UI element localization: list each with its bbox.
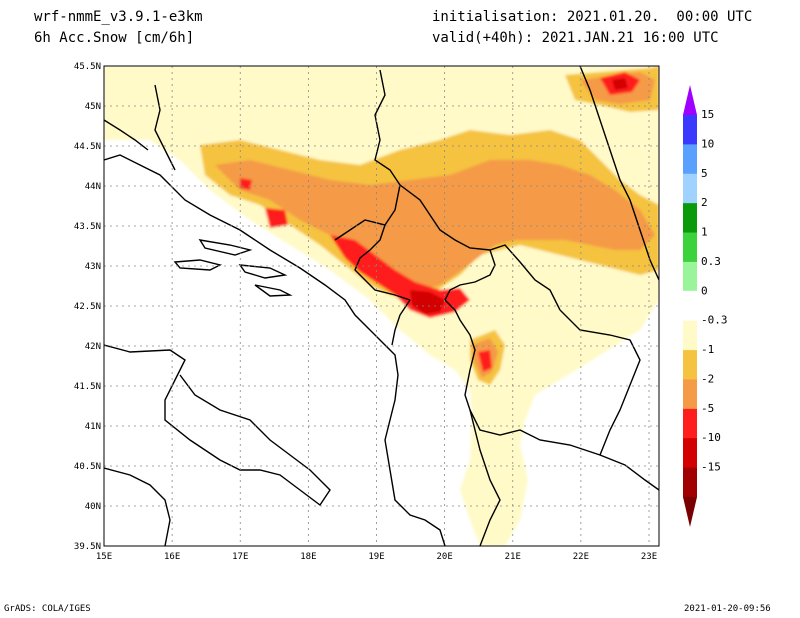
- valid-time: valid(+40h): 2021.JAN.21 16:00 UTC: [432, 30, 719, 46]
- lon-label: 22E: [573, 552, 589, 562]
- lat-label: 41N: [85, 422, 101, 432]
- lon-label: 19E: [368, 552, 384, 562]
- legend-swatch: [683, 379, 697, 410]
- credit-text: GrADS: COLA/IGES: [4, 604, 91, 614]
- legend-label: -5: [701, 402, 714, 415]
- lon-label: 23E: [641, 552, 657, 562]
- legend-swatch: [683, 144, 697, 175]
- legend-swatch: [683, 115, 697, 145]
- legend-swatch: [683, 350, 697, 380]
- legend-top-arrow: [683, 85, 697, 115]
- lon-label: 20E: [436, 552, 452, 562]
- legend-swatch: [683, 232, 697, 263]
- legend-label: 0: [701, 284, 708, 297]
- lon-label: 17E: [232, 552, 248, 562]
- lon-label: 15E: [96, 552, 112, 562]
- coastlines-borders: [104, 66, 659, 546]
- lon-label: 16E: [164, 552, 180, 562]
- lat-label: 44N: [85, 182, 101, 192]
- legend-bottom-arrow: [683, 497, 697, 527]
- lat-label: 42.5N: [74, 302, 101, 312]
- lat-label: 41.5N: [74, 382, 101, 392]
- legend-swatch: [683, 203, 697, 234]
- legend-label: -10: [701, 431, 721, 444]
- legend-label: 2: [701, 196, 708, 209]
- lon-label: 18E: [300, 552, 316, 562]
- legend-swatch: [683, 320, 697, 351]
- legend-label: -15: [701, 461, 721, 474]
- legend-label: -1: [701, 343, 714, 356]
- legend-swatch: [683, 438, 697, 469]
- grid-lines: [104, 66, 659, 546]
- color-legend: 15 10 5 2 1 0.3 0 -0.3 -1 -2 -5 -10 -15: [682, 85, 728, 527]
- lat-label: 45.5N: [74, 62, 101, 72]
- lat-label: 40N: [85, 502, 101, 512]
- legend-label: 10: [701, 137, 714, 150]
- init-time: initialisation: 2021.01.20. 00:00 UTC: [432, 9, 753, 25]
- longitude-labels: 15E 16E 17E 18E 19E 20E 21E 22E 23E: [96, 552, 657, 562]
- timestamp-text: 2021-01-20-09:56: [684, 604, 771, 614]
- legend-label: 0.3: [701, 255, 721, 268]
- model-name: wrf-nmmE_v3.9.1-e3km: [34, 9, 203, 25]
- legend-swatch: [682, 290, 698, 322]
- legend-label: 5: [701, 167, 708, 180]
- lat-label: 45N: [85, 102, 101, 112]
- latitude-labels: 45.5N 45N 44.5N 44N 43.5N 43N 42.5N 42N 41.5N 41N…: [74, 62, 101, 552]
- legend-label: -0.3: [701, 314, 728, 327]
- lat-label: 39.5N: [74, 542, 101, 552]
- variable-name: 6h Acc.Snow [cm/6h]: [34, 30, 195, 46]
- lat-label: 42N: [85, 342, 101, 352]
- legend-swatch: [683, 173, 697, 204]
- map-frame: [103, 65, 660, 547]
- lat-label: 43.5N: [74, 222, 101, 232]
- legend-label: 1: [701, 226, 708, 239]
- lat-label: 44.5N: [74, 142, 101, 152]
- legend-label: -2: [701, 372, 714, 385]
- legend-swatch: [683, 261, 697, 292]
- legend-swatch: [683, 408, 697, 439]
- lon-label: 21E: [505, 552, 521, 562]
- lat-label: 40.5N: [74, 462, 101, 472]
- legend-label: 15: [701, 108, 714, 121]
- lat-label: 43N: [85, 262, 101, 272]
- legend-swatch: [683, 467, 697, 498]
